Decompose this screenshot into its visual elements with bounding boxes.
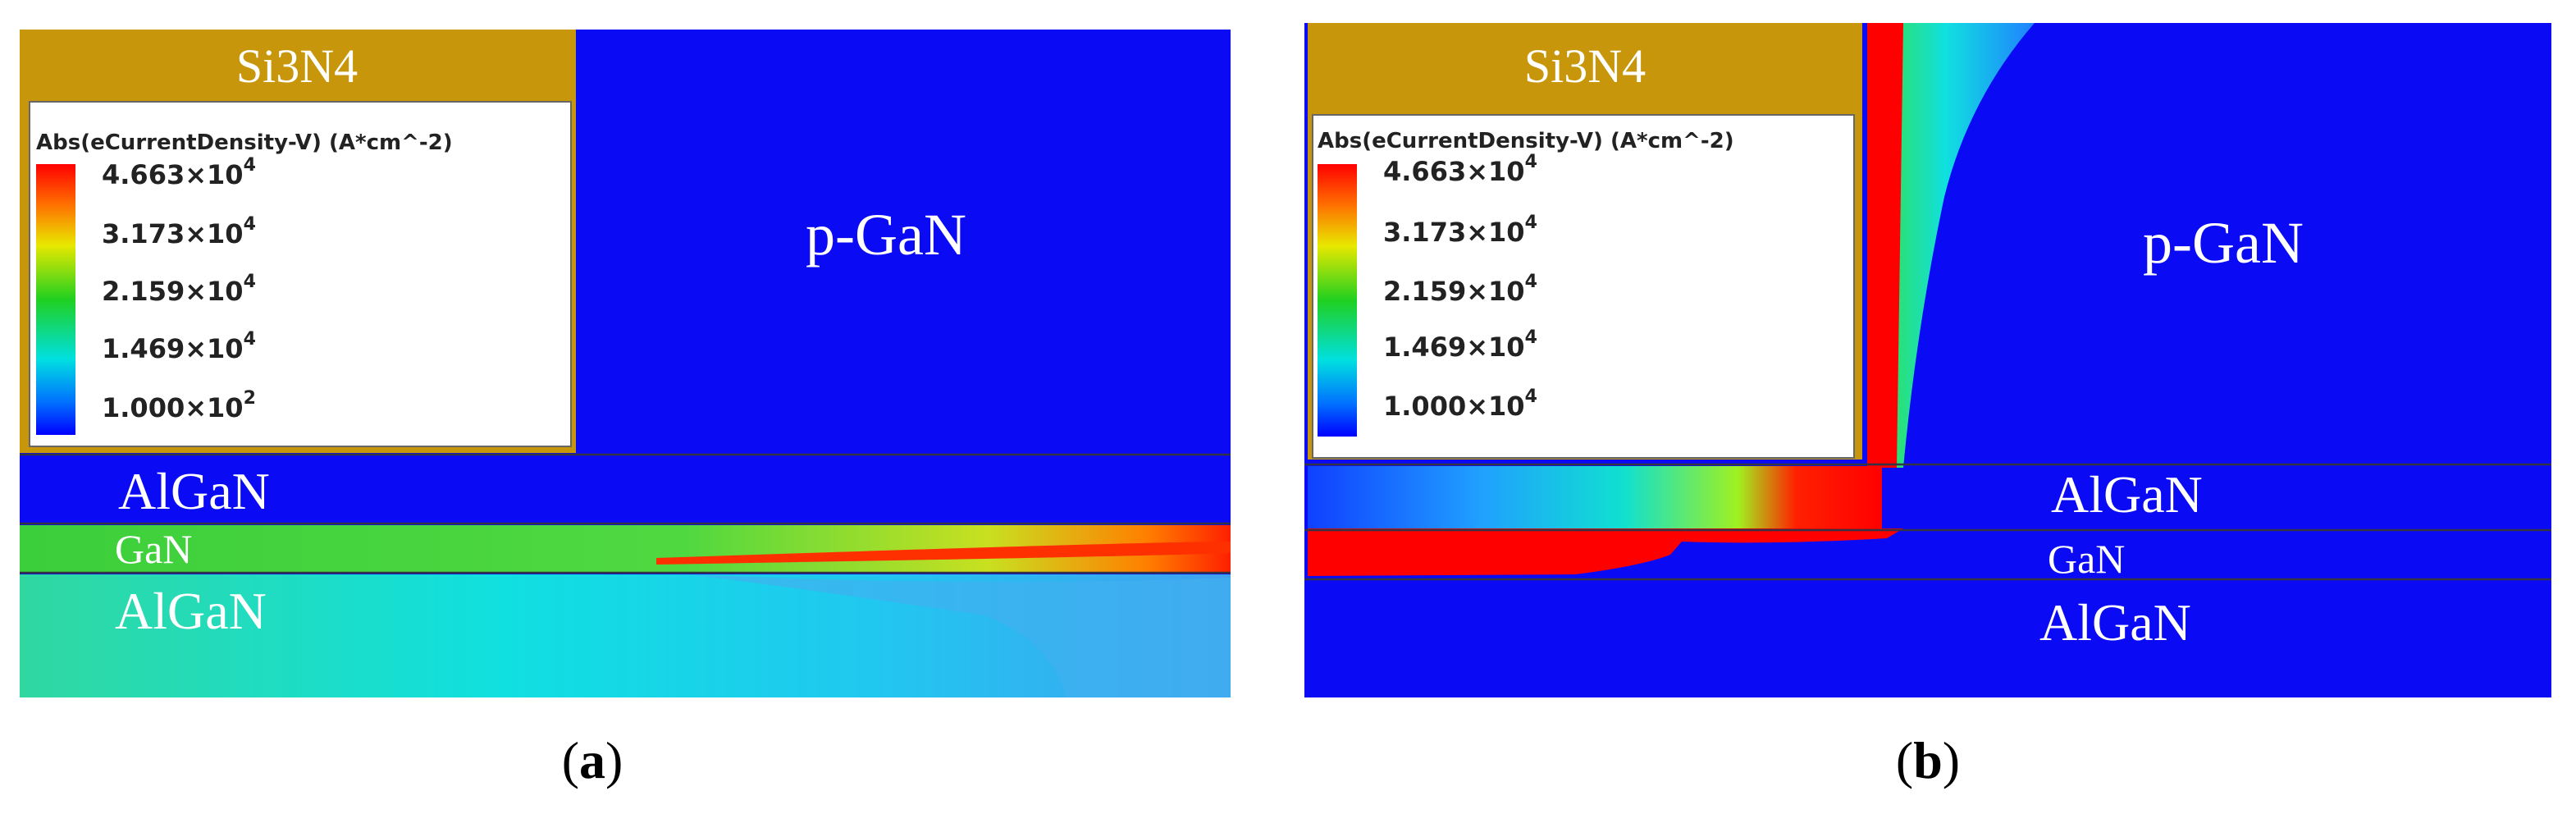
legend-tick-label: 1.469×104 — [102, 329, 256, 364]
exponent: 4 — [1525, 386, 1537, 407]
caption: (a) — [562, 731, 623, 789]
channel-label: GaN — [115, 526, 192, 572]
exponent: 4 — [1525, 152, 1537, 172]
legend-tick-label: 2.159×104 — [102, 272, 256, 307]
mantissa: 1.000×10 — [1383, 391, 1525, 422]
cap-label: p-GaN — [806, 202, 966, 268]
legend-box — [29, 101, 572, 447]
legend-tick-label: 4.663×104 — [1383, 152, 1537, 187]
exponent: 2 — [244, 388, 256, 409]
mantissa: 4.663×10 — [1383, 156, 1525, 187]
panel-a: Si3N4 Abs(eCurrentDensity-V) (A*cm^-2) 4… — [20, 30, 1231, 789]
colorbar — [36, 164, 75, 435]
mantissa: 4.663×10 — [102, 159, 244, 190]
exponent: 4 — [244, 272, 256, 292]
buffer-low — [689, 574, 1231, 697]
passivation-label: Si3N4 — [1524, 39, 1646, 93]
channel-peak — [1308, 528, 1903, 576]
legend-box — [1312, 114, 1855, 459]
exponent: 4 — [244, 155, 256, 176]
panel-b: Si3N4 Abs(eCurrentDensity-V) (A*cm^-2) 4… — [1304, 23, 2551, 789]
exponent: 4 — [1525, 272, 1537, 292]
mantissa: 2.159×10 — [1383, 276, 1525, 307]
cap-label: p-GaN — [2143, 210, 2304, 276]
buffer-label: AlGaN — [115, 582, 267, 640]
passivation-label: Si3N4 — [236, 39, 358, 93]
legend-tick-label: 1.000×102 — [102, 388, 256, 423]
legend-tick-label: 3.173×104 — [1383, 213, 1537, 248]
caption: (b) — [1896, 731, 1960, 789]
layer-boundaries — [20, 453, 1231, 574]
exponent: 4 — [244, 329, 256, 350]
barrier-label: AlGaN — [118, 462, 270, 520]
buffer-label: AlGaN — [2039, 593, 2191, 652]
mantissa: 1.000×10 — [102, 392, 244, 423]
mantissa: 3.173×10 — [102, 218, 244, 249]
legend-tick-label: 1.469×104 — [1383, 327, 1537, 363]
barrier-field — [1308, 466, 1882, 528]
legend-tick-label: 2.159×104 — [1383, 272, 1537, 307]
flare — [1887, 23, 2035, 468]
legend-tick-label: 4.663×104 — [102, 155, 256, 190]
layer-boundaries — [1304, 463, 2551, 581]
vertical-channel — [1867, 23, 1903, 468]
legend-title: Abs(eCurrentDensity-V) (A*cm^-2) — [1318, 129, 1734, 153]
barrier-label: AlGaN — [2051, 465, 2203, 524]
mantissa: 1.469×10 — [1383, 332, 1525, 363]
exponent: 4 — [1525, 213, 1537, 233]
legend-tick-label: 1.000×104 — [1383, 386, 1537, 422]
exponent: 4 — [244, 214, 256, 235]
exponent: 4 — [1525, 327, 1537, 348]
legend-tick-label: 3.173×104 — [102, 214, 256, 249]
mantissa: 1.469×10 — [102, 333, 244, 364]
mantissa: 2.159×10 — [102, 276, 244, 307]
mantissa: 3.173×10 — [1383, 217, 1525, 248]
legend-title: Abs(eCurrentDensity-V) (A*cm^-2) — [36, 130, 453, 155]
colorbar — [1318, 164, 1357, 437]
channel-peak — [656, 542, 1231, 565]
channel-label: GaN — [2048, 536, 2125, 582]
